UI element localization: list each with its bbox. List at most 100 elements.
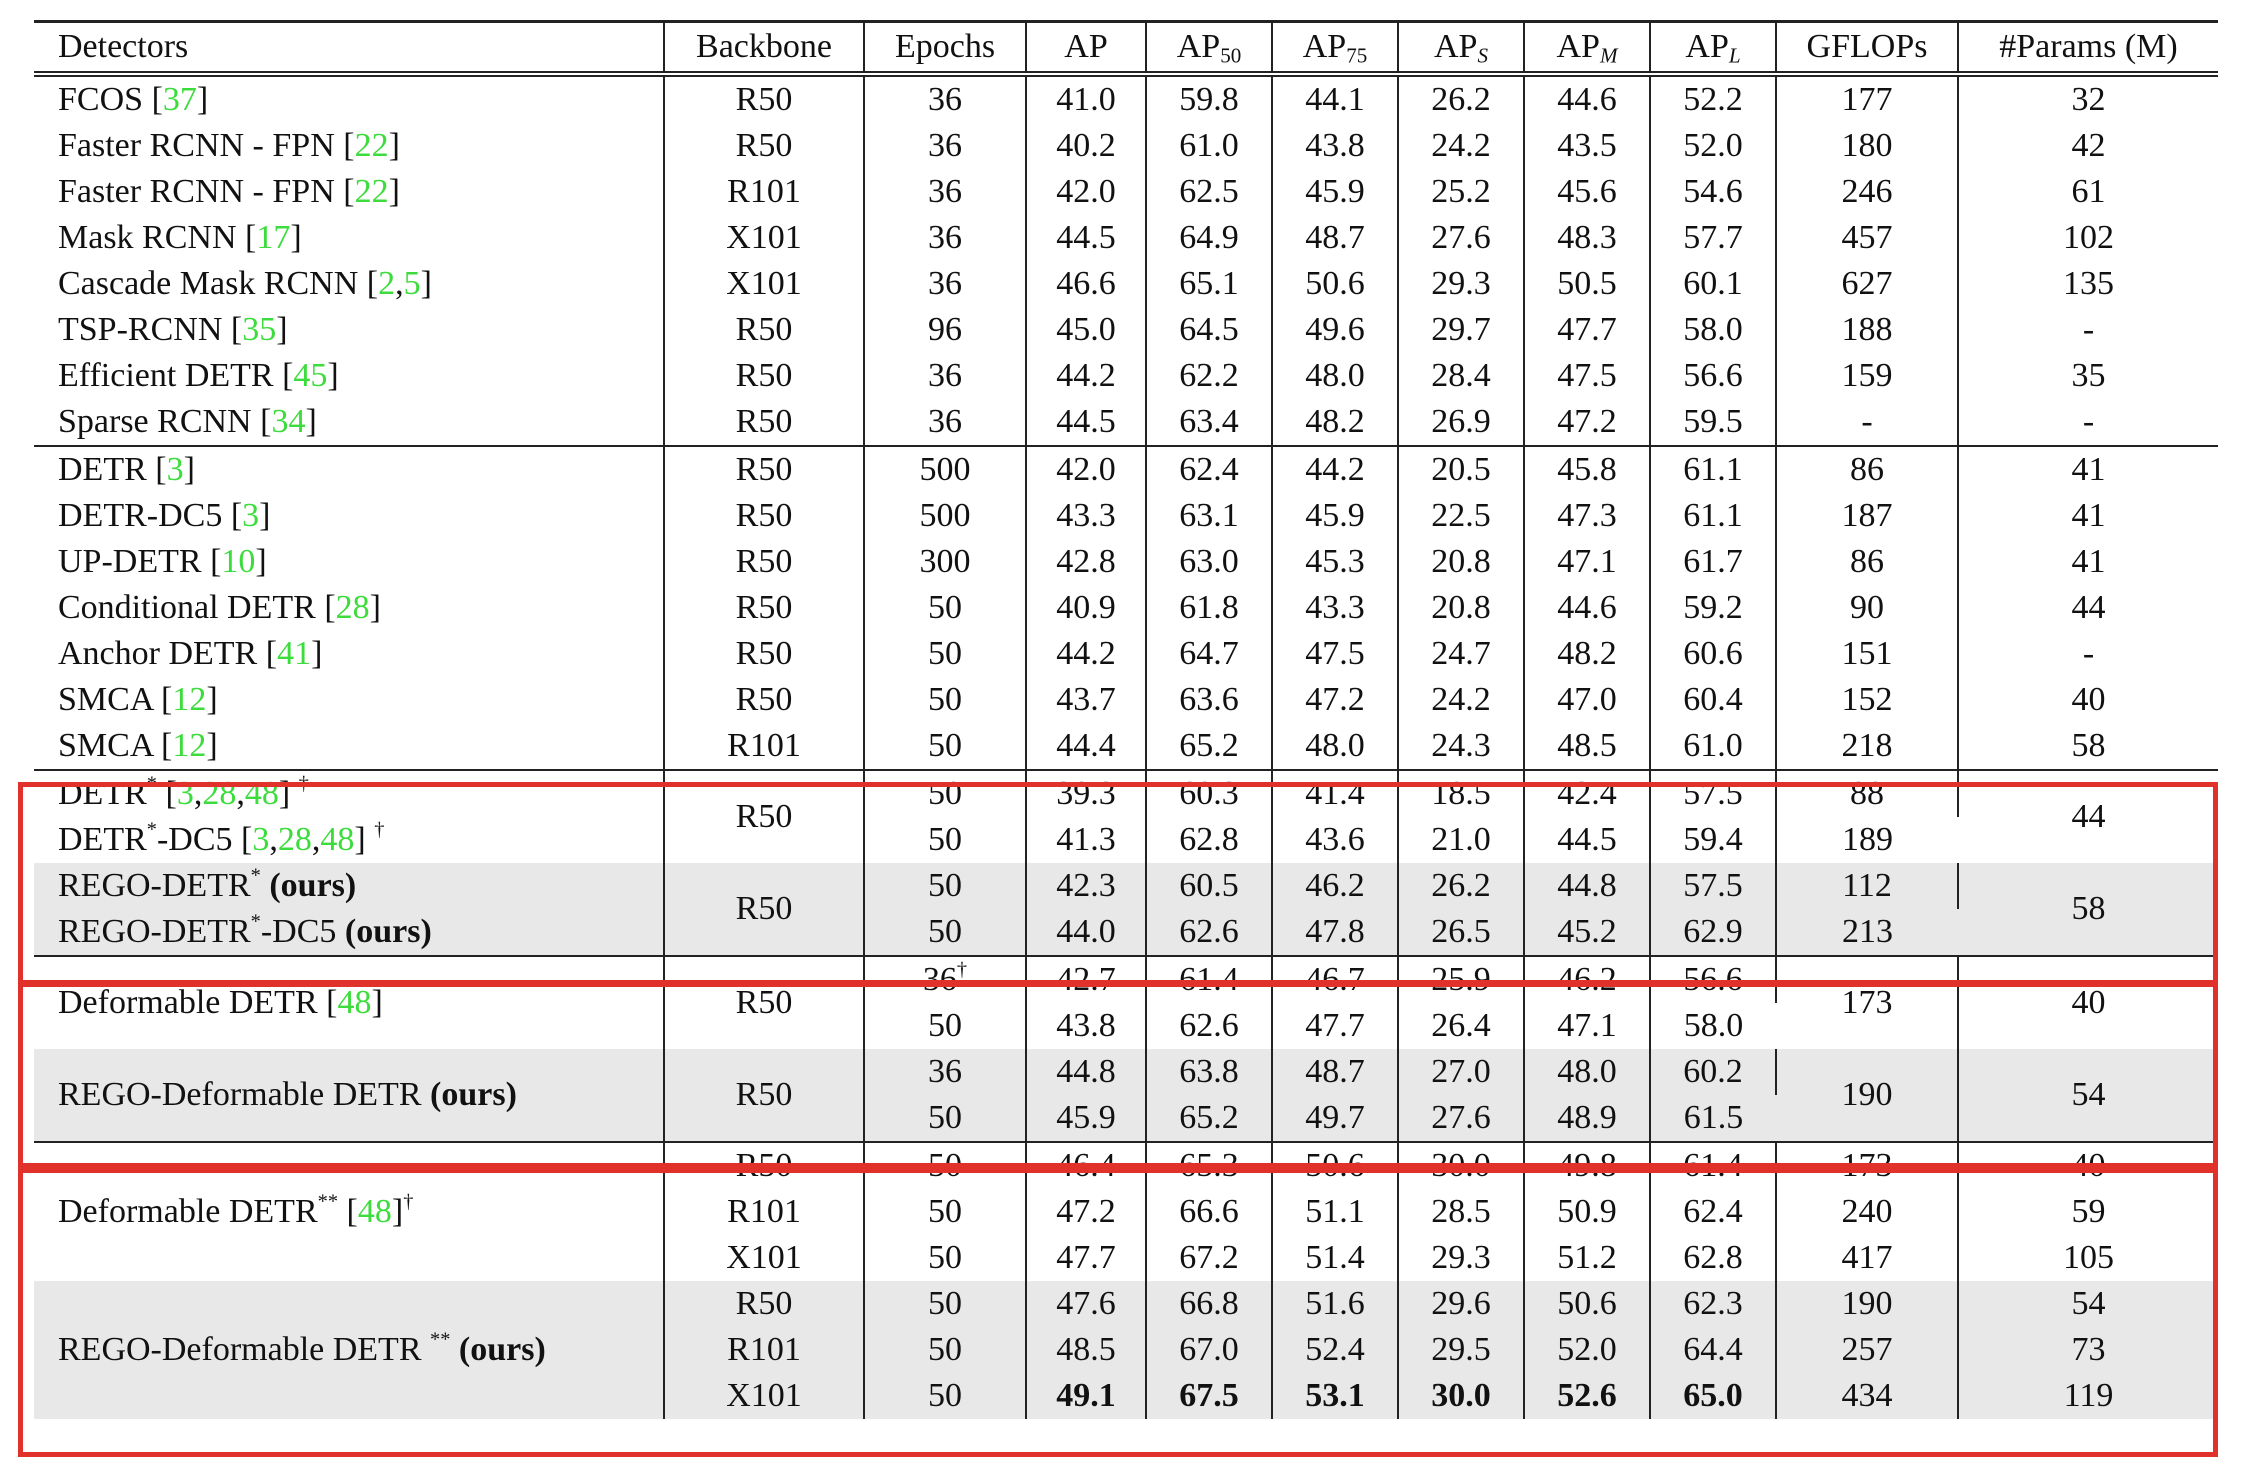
- citation-link[interactable]: 48: [357, 1193, 392, 1230]
- backbone-cell: R50: [664, 1141, 865, 1189]
- backbone-cell: R101: [664, 169, 865, 215]
- ref-comma: ,: [236, 775, 245, 812]
- ap75-cell: 46.7: [1272, 955, 1399, 1003]
- header-aps: APS: [1398, 20, 1525, 74]
- detector-name: Efficient DETR [45]: [34, 353, 665, 399]
- citation-link[interactable]: 28: [335, 589, 370, 626]
- header-apm-sub: M: [1600, 43, 1618, 67]
- ap75-cell: 48.7: [1272, 215, 1399, 261]
- detector-label: Faster RCNN - FPN: [58, 127, 335, 164]
- epochs-cell: 36: [864, 399, 1027, 446]
- ap-s-cell: 29.5: [1398, 1327, 1525, 1373]
- detector-name: DETR [3]: [34, 445, 665, 493]
- ours-label: (ours): [344, 913, 432, 950]
- header-ap: AP: [1026, 20, 1147, 74]
- ref-bracket-open: [: [155, 451, 167, 488]
- ap-m-cell: 47.2: [1524, 399, 1651, 446]
- citation-link[interactable]: 2: [378, 265, 396, 302]
- citation-link[interactable]: 28: [277, 821, 312, 858]
- epochs-cell: 50: [864, 769, 1027, 817]
- table-row: Conditional DETR [28] R50 50 40.9 61.8 43.3 20…: [34, 585, 2218, 631]
- citation-link[interactable]: 17: [256, 219, 291, 256]
- citation-link[interactable]: 3: [252, 821, 270, 858]
- ap50-cell: 61.8: [1146, 585, 1273, 631]
- citation-link[interactable]: 28: [202, 775, 237, 812]
- double-star-mark: **: [430, 1328, 451, 1351]
- dagger-mark: †: [956, 958, 968, 981]
- detector-name: REGO-DETR* (ours): [34, 863, 665, 909]
- citation-link[interactable]: 48: [320, 821, 355, 858]
- params-cell: 61: [2071, 173, 2106, 210]
- ap50-cell: 63.6: [1146, 677, 1273, 723]
- ap75-cell: 43.3: [1272, 585, 1399, 631]
- dagger-mark: †: [374, 818, 385, 841]
- ref-bracket-close: ]: [371, 984, 383, 1021]
- citation-link[interactable]: 3: [176, 775, 194, 812]
- table-row: TSP-RCNN [35] R50 96 45.0 64.5 49.6 29.7 47.7 58…: [34, 307, 2218, 353]
- ref-bracket-open: [: [282, 357, 294, 394]
- ref-bracket-open: [: [161, 681, 173, 718]
- ap-s-cell: 26.2: [1398, 863, 1525, 909]
- citation-link[interactable]: 10: [221, 543, 256, 580]
- ap-m-cell: 43.5: [1524, 123, 1651, 169]
- ap50-cell: 62.6: [1146, 909, 1273, 956]
- ap50-cell: 64.5: [1146, 307, 1273, 353]
- detector-label: REGO-DETR: [58, 867, 251, 904]
- gflops-cell: 213: [1776, 909, 1958, 956]
- ap75-cell: 50.6: [1272, 261, 1399, 307]
- backbone-cell: R101: [664, 1327, 865, 1373]
- backbone-cell: R50: [664, 74, 865, 123]
- ap75-cell: 51.4: [1272, 1235, 1399, 1281]
- ours-label: (ours): [458, 1331, 546, 1368]
- ap-cell: 48.5: [1026, 1327, 1147, 1373]
- ap-cell: 46.4: [1026, 1141, 1147, 1189]
- ap-m-cell: 44.8: [1524, 863, 1651, 909]
- backbone-cell: R50: [664, 863, 865, 956]
- ap50-cell: 64.7: [1146, 631, 1273, 677]
- backbone-cell: R50: [664, 585, 865, 631]
- table-row: 50 45.9 65.2 49.7 27.6 48.9 61.5: [34, 1095, 2218, 1142]
- ap-cell: 44.5: [1026, 215, 1147, 261]
- ref-bracket-close: ]: [278, 775, 291, 812]
- gflops-cell: 457: [1776, 215, 1959, 261]
- citation-link[interactable]: 3: [242, 497, 260, 534]
- citation-link[interactable]: 45: [293, 357, 328, 394]
- header-ap50: AP50: [1146, 20, 1273, 74]
- ref-bracket-close: ]: [290, 219, 302, 256]
- citation-link[interactable]: 35: [242, 311, 277, 348]
- params-cell: 41: [2071, 497, 2106, 534]
- ap-cell: 46.6: [1026, 261, 1147, 307]
- citation-link[interactable]: 5: [403, 265, 421, 302]
- citation-link[interactable]: 22: [354, 173, 389, 210]
- ap50-cell: 62.4: [1146, 445, 1273, 493]
- params-cell: 40: [1958, 955, 2218, 1049]
- detector-label: REGO-DETR: [58, 913, 251, 950]
- citation-link[interactable]: 41: [277, 635, 312, 672]
- ap-s-cell: 25.9: [1398, 955, 1525, 1003]
- header-apm: APM: [1524, 20, 1651, 74]
- citation-link[interactable]: 48: [337, 984, 372, 1021]
- citation-link[interactable]: 3: [166, 451, 184, 488]
- detector-label: REGO-Deformable DETR: [58, 1076, 422, 1113]
- epochs-cell: 36: [864, 353, 1027, 399]
- table-row: Cascade Mask RCNN [2,5] X101 36 46.6 65.1 50.…: [34, 261, 2218, 307]
- citation-link[interactable]: 12: [172, 727, 207, 764]
- citation-link[interactable]: 34: [271, 403, 306, 440]
- ap-cell: 44.5: [1026, 399, 1147, 446]
- ap-s-cell: 27.0: [1398, 1049, 1525, 1095]
- ref-bracket-open: [: [241, 821, 253, 858]
- ap50-cell: 66.8: [1146, 1281, 1273, 1327]
- ap50-cell: 67.0: [1146, 1327, 1273, 1373]
- header-aps-base: AP: [1433, 28, 1478, 65]
- ap-m-cell: 48.0: [1524, 1049, 1651, 1095]
- citation-link[interactable]: 48: [244, 775, 279, 812]
- table-row: DETR*-DC5 [3,28,48] † 50 41.3 62.8 43.6 21.0 4…: [34, 817, 2218, 863]
- params-cell: 40: [2071, 681, 2106, 718]
- detector-label: REGO-Deformable DETR: [58, 1331, 422, 1368]
- citation-link[interactable]: 12: [172, 681, 207, 718]
- ap50-cell: 60.5: [1146, 863, 1273, 909]
- table-body: FCOS [37] R50 36 41.0 59.8 44.1 26.2 44.6 52.2 17…: [34, 74, 2218, 1419]
- citation-link[interactable]: 37: [162, 81, 197, 118]
- ref-bracket-close: ]: [388, 173, 400, 210]
- citation-link[interactable]: 22: [354, 127, 389, 164]
